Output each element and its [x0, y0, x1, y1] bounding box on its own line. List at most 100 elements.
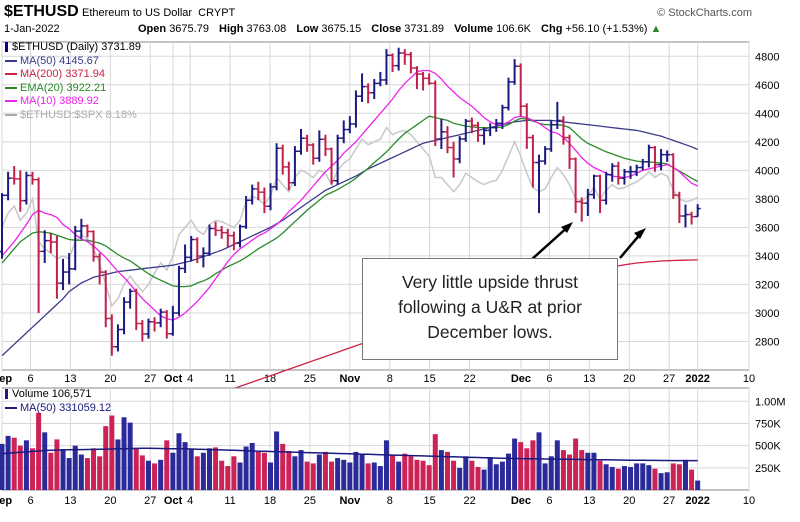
volume-time-label: 15 — [424, 495, 436, 507]
volume-bar — [682, 459, 688, 490]
volume-bar — [377, 466, 383, 490]
high-label: High — [219, 23, 244, 35]
ohlc-bar — [41, 230, 48, 264]
ohlc-bar — [5, 171, 12, 201]
ohlc-bar — [23, 171, 30, 205]
volume-bar — [139, 455, 145, 490]
legend-swatch — [5, 406, 17, 409]
volume-bar — [60, 449, 66, 490]
volume-bar — [115, 439, 121, 490]
volume-bar — [322, 451, 328, 490]
volume-bar — [420, 460, 426, 490]
volume-bar — [310, 463, 316, 490]
volume-bar — [30, 448, 36, 490]
volume-bar — [0, 443, 5, 490]
ohlc-bar — [102, 270, 109, 328]
open-label: Open — [138, 23, 167, 35]
ohlc-bar — [255, 181, 262, 201]
ohlc-bar — [676, 191, 683, 224]
ohlc-bar — [243, 196, 250, 229]
low-value: 3675.15 — [321, 23, 362, 35]
ohlc-bar — [322, 134, 329, 157]
ohlc-bar — [493, 119, 500, 132]
ohlc-bar — [145, 318, 152, 339]
ohlc-bar — [285, 161, 292, 191]
volume-bar — [609, 466, 615, 490]
ohlc-bar — [200, 247, 207, 268]
legend-item: $ETHUSD (Daily) 3731.89 — [5, 41, 141, 53]
volume-bar — [689, 469, 695, 490]
volume-bar — [664, 472, 670, 490]
ohlc-bar — [438, 119, 445, 149]
ohlc-bar — [127, 288, 134, 309]
ohlc-bar — [529, 134, 536, 188]
time-tick-label: 6 — [546, 373, 552, 385]
volume-bar — [402, 453, 408, 490]
symbol-exchange: CRYPT — [198, 7, 236, 19]
time-tick-label: 13 — [583, 373, 595, 385]
price-tick-label: 3800 — [755, 194, 779, 206]
volume-bar — [11, 437, 17, 490]
ohlc-bar — [90, 230, 97, 262]
volume-bar — [261, 452, 267, 490]
ohlc-bar — [444, 126, 451, 154]
ohlc-bar — [432, 80, 439, 147]
legend-label: MA(50) 331059.12 — [20, 401, 112, 414]
volume-bar — [17, 445, 23, 490]
volume-bar — [603, 464, 609, 490]
high-value: 3763.08 — [246, 23, 287, 35]
ohlc-bar — [218, 225, 225, 239]
volume-bar — [542, 463, 548, 490]
volume-bar — [274, 431, 280, 490]
ohlc-bar — [407, 51, 414, 74]
ohlc-bar — [670, 153, 677, 199]
price-tick-label: 4000 — [755, 165, 779, 177]
ohlc-bar — [291, 146, 298, 187]
volume-time-label: 20 — [104, 495, 116, 507]
ohlc-bar — [249, 184, 256, 205]
volume-bar — [5, 435, 11, 490]
ohlc-bar — [542, 146, 549, 165]
ohlc-bar — [481, 127, 488, 145]
ohlc-bar — [298, 128, 305, 155]
ohlc-bar — [230, 231, 237, 251]
volume-bar — [591, 452, 597, 490]
volume-time-label: 2022 — [685, 495, 709, 507]
volume-bar — [225, 466, 231, 490]
volume-bar — [72, 445, 78, 490]
ohlc-bar — [517, 63, 524, 117]
ohlc-bar — [389, 53, 396, 72]
volume-bar — [383, 440, 389, 490]
volume-time-label: 18 — [264, 495, 276, 507]
price-tick-label: 3000 — [755, 308, 779, 320]
ohlc-bar — [645, 144, 652, 168]
ohlc-bar — [304, 134, 311, 152]
volume-tick-label: 250K — [755, 463, 781, 475]
volume-bar — [103, 426, 109, 490]
ohlc-bar — [426, 73, 433, 85]
ohlc-bar — [651, 146, 658, 172]
volume-bar — [573, 438, 579, 490]
stockcharts-watermark: © StockCharts.com — [657, 7, 752, 19]
volume-bar — [188, 449, 194, 490]
ema20-line — [1, 115, 699, 288]
chg-value: +56.10 (+1.53%) — [565, 23, 648, 35]
volume-bar — [78, 454, 84, 490]
volume-bar — [280, 443, 286, 490]
volume-tick-label: 750K — [755, 418, 781, 430]
ohlc-bar — [474, 121, 481, 142]
volume-bar — [121, 417, 127, 490]
legend-item: MA(10) 3889.92 — [5, 95, 99, 107]
volume-time-label: Nov — [339, 495, 361, 507]
annotation-arrows — [530, 222, 646, 261]
volume-bar — [536, 432, 542, 490]
ohlc-bar — [597, 174, 604, 214]
ohlc-bar — [29, 171, 36, 185]
volume-bar — [560, 450, 566, 490]
time-tick-label: 18 — [264, 373, 276, 385]
legend-label: $ETHUSD (Daily) 3731.89 — [12, 41, 141, 53]
ohlc-bar — [108, 314, 115, 356]
volume-time-label: 27 — [144, 495, 156, 507]
ohlc-bar — [346, 116, 353, 134]
ohlc-bar — [224, 228, 231, 248]
